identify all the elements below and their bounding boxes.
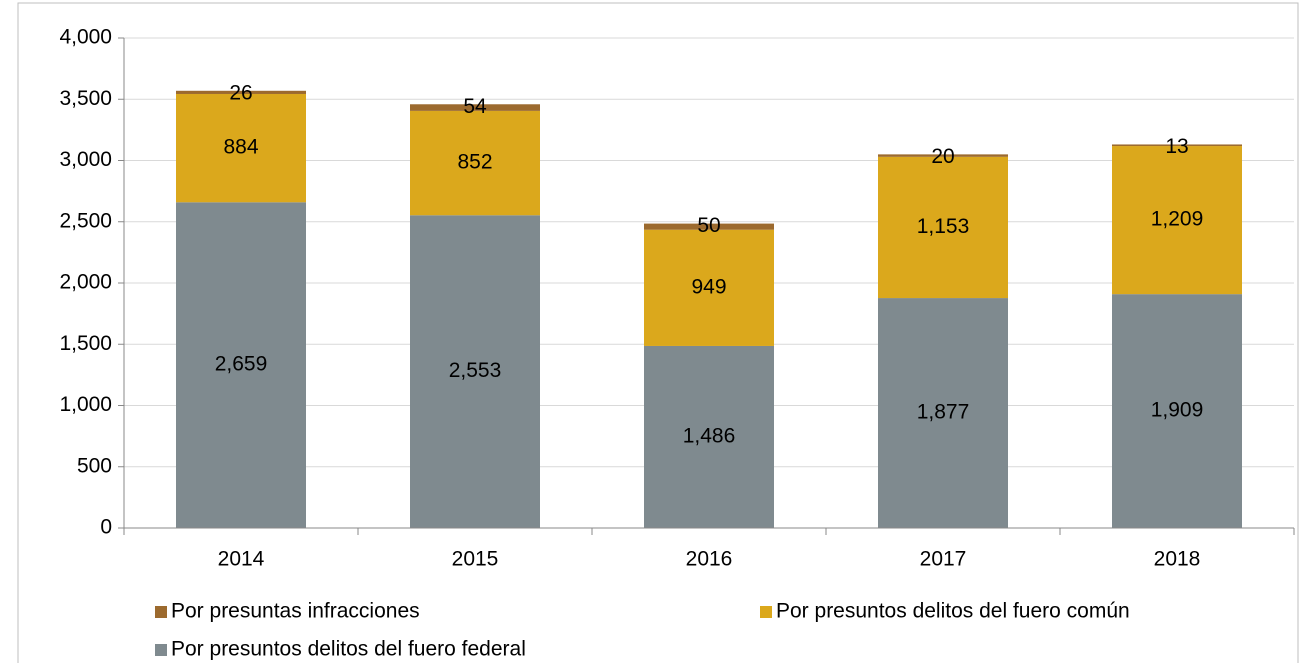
bar-segment	[176, 90, 306, 94]
data-label: 1,486	[683, 425, 736, 448]
x-tick-label: 2014	[218, 548, 265, 571]
data-label: 54	[463, 95, 487, 118]
data-label: 949	[691, 275, 726, 298]
bar-segment	[1112, 294, 1242, 528]
data-label: 50	[697, 214, 720, 237]
y-tick-label: 3,000	[59, 148, 112, 171]
data-label: 13	[1165, 135, 1188, 158]
legend-swatch	[760, 606, 772, 618]
x-tick-label: 2018	[1154, 548, 1201, 571]
y-tick-label: 2,500	[59, 209, 112, 232]
y-tick-label: 500	[77, 454, 112, 477]
y-tick-label: 1,500	[59, 332, 112, 355]
x-tick-label: 2017	[920, 548, 967, 571]
y-tick-label: 3,500	[59, 87, 112, 110]
bar-segment	[878, 156, 1008, 299]
bar-segment	[878, 298, 1008, 528]
bar-segment	[410, 104, 540, 111]
bar-segment	[644, 345, 774, 528]
y-tick-label: 4,000	[59, 26, 112, 49]
bar-segment	[1112, 146, 1242, 295]
data-label: 20	[931, 145, 954, 168]
y-tick-label: 0	[100, 516, 112, 539]
data-label: 2,553	[449, 359, 502, 382]
chart-frame	[17, 2, 1299, 663]
legend-swatch	[155, 644, 167, 656]
bar-segment	[1112, 144, 1242, 147]
legend-swatch	[155, 606, 167, 618]
data-label: 1,909	[1151, 399, 1204, 422]
x-tick-label: 2015	[452, 548, 499, 571]
bar-segment	[878, 154, 1008, 157]
data-label: 2,659	[215, 353, 268, 376]
bar-segment	[410, 110, 540, 216]
data-label: 26	[229, 81, 252, 104]
y-tick-label: 2,000	[59, 271, 112, 294]
bar-segment	[410, 215, 540, 528]
bar-segment	[176, 202, 306, 528]
data-label: 1,153	[917, 215, 970, 238]
data-label: 852	[457, 151, 492, 174]
data-label: 884	[223, 136, 258, 159]
bar-segment	[176, 93, 306, 203]
x-tick-label: 2016	[686, 548, 733, 571]
legend-label: Por presuntos delitos del fuero común	[776, 600, 1130, 623]
data-label: 1,209	[1151, 208, 1204, 231]
data-label: 1,877	[917, 401, 970, 424]
legend-label: Por presuntos delitos del fuero federal	[171, 638, 526, 661]
bar-segment	[644, 223, 774, 230]
legend-label: Por presuntas infracciones	[171, 600, 420, 623]
bar-segment	[644, 229, 774, 346]
y-tick-label: 1,000	[59, 393, 112, 416]
